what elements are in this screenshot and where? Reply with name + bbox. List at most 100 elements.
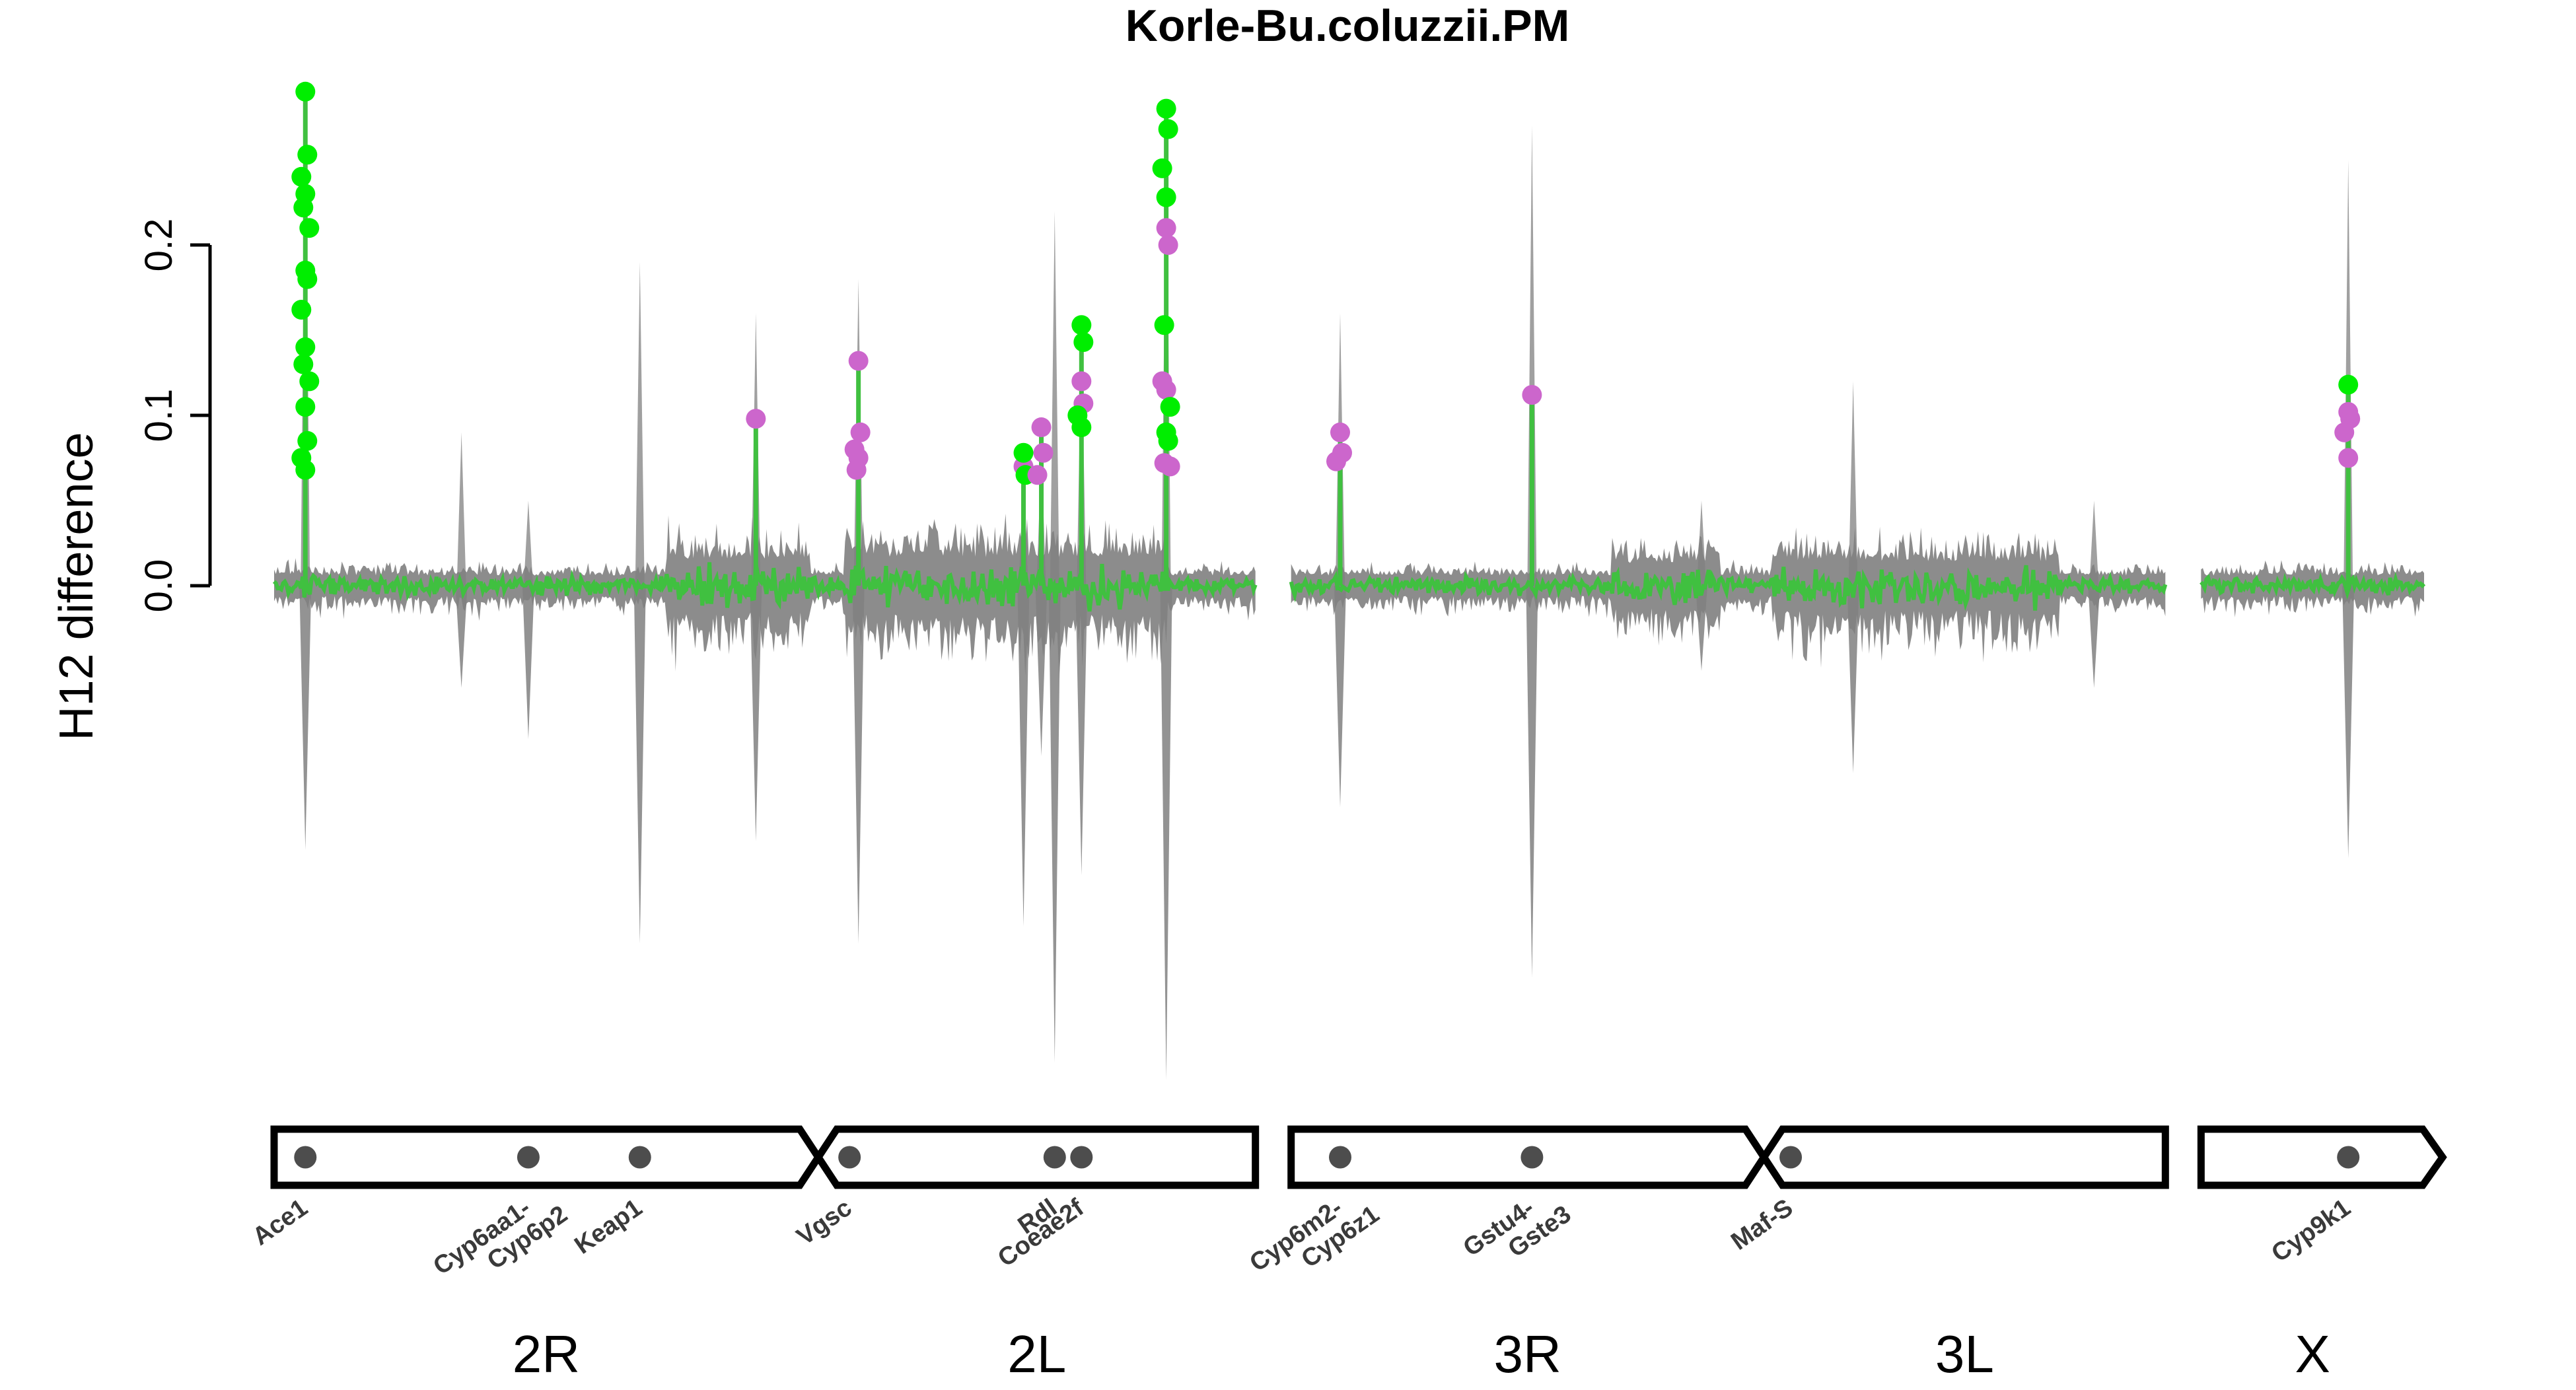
y-tick-label: 0.0 (137, 559, 180, 613)
peak-band-lower (2342, 586, 2355, 858)
peak-point-green (291, 300, 312, 320)
peak-point-magenta (850, 422, 871, 442)
arm-label: 3L (1935, 1325, 1994, 1383)
gene-dot (1328, 1146, 1351, 1169)
peak-point-magenta (1031, 417, 1052, 438)
gene-label-line: Ace1 (248, 1194, 313, 1251)
peak-band-upper (523, 501, 533, 586)
chart-title: Korle-Bu.coluzzii.PM (1126, 1, 1569, 51)
peak-point-green (295, 81, 316, 102)
peak-point-layer (291, 81, 2361, 485)
peak-band-lower (1075, 586, 1088, 876)
peak-band-upper (1050, 211, 1059, 586)
chromosome-2-outline (270, 1125, 1260, 1189)
peak-point-green (299, 371, 320, 392)
gene-label-line: Keap1 (569, 1194, 647, 1260)
chromosome-3-outline (1287, 1125, 2169, 1189)
peak-point-green (1158, 119, 1178, 139)
peak-band-upper (456, 432, 466, 586)
peak-band-upper (1696, 501, 1706, 586)
y-tick-label: 0.1 (137, 389, 180, 442)
arm-label: X (2295, 1325, 2330, 1383)
peak-point-green (1073, 332, 1094, 353)
peak-point-magenta (1027, 465, 1048, 485)
peak-band-lower (2088, 586, 2100, 688)
peak-point-green (297, 269, 318, 289)
peak-point-magenta (1158, 235, 1178, 255)
peak-point-green (293, 197, 314, 218)
gene-label-line: Cyp9k1 (2267, 1194, 2356, 1268)
peak-point-green (1071, 315, 1092, 335)
gene-dot (1521, 1146, 1544, 1169)
gene-label: Keap1 (569, 1194, 647, 1260)
peak-point-magenta (2334, 422, 2355, 442)
gene-dot (1043, 1146, 1066, 1169)
peak-band-lower (852, 586, 865, 944)
gene-dot (2337, 1146, 2360, 1169)
peak-point-magenta (1071, 371, 1092, 392)
peak-point-magenta (1522, 385, 1542, 405)
y-tick-label: 0.2 (137, 219, 180, 272)
peak-point-green (1013, 442, 1034, 463)
gene-dot (628, 1146, 651, 1169)
peak-point-green (1071, 417, 1092, 438)
gene-label-line: Vgsc (792, 1194, 857, 1251)
y-axis: 0.0 0.1 0.2 (137, 219, 212, 613)
peak-point-green (1160, 397, 1180, 417)
peak-band-lower (455, 586, 468, 688)
peak-point-magenta (1156, 218, 1176, 238)
chromosome-x-outline (2197, 1125, 2447, 1189)
peak-band-upper (1848, 381, 1858, 586)
peak-band-lower (1847, 586, 1859, 773)
gene-dot (1779, 1146, 1803, 1169)
h12-line-layer (272, 91, 2426, 612)
peak-point-green (295, 337, 316, 357)
peak-band-lower (1334, 586, 1346, 808)
peak-point-green (295, 460, 316, 480)
peak-point-magenta (1330, 422, 1350, 442)
peak-band-lower (299, 586, 312, 850)
gene-label: Maf-S (1726, 1194, 1798, 1256)
chrom-x-h12-line (2200, 571, 2426, 600)
chrom-2-h12-line (272, 562, 1258, 612)
peak-point-green (297, 431, 318, 451)
gene-label: Cyp6m2-Cyp6z1 (1245, 1179, 1384, 1299)
gene-label: Gstu4-Gste3 (1458, 1179, 1576, 1284)
arm-label: 2L (1007, 1325, 1066, 1383)
gene-dot (838, 1146, 861, 1169)
peak-band-lower (1017, 586, 1030, 926)
peak-point-green (299, 218, 320, 238)
peak-band-lower (1035, 586, 1048, 756)
peak-point-green (1156, 98, 1176, 119)
peak-band-upper (2089, 501, 2099, 586)
peak-point-magenta (746, 409, 766, 429)
peak-point-green (2338, 374, 2359, 395)
peak-band-lower (1160, 586, 1172, 1080)
peak-band-lower (1048, 586, 1061, 1063)
gene-label: Ace1 (248, 1194, 313, 1251)
peak-point-magenta (846, 460, 867, 480)
peak-point-magenta (1033, 442, 1054, 463)
gene-dot (294, 1146, 317, 1169)
chrom-3-h12-line (1289, 565, 2168, 611)
chromosome-arm-labels: 2R 2L 3R 3L X (513, 1325, 2330, 1383)
peak-point-magenta (1156, 380, 1176, 400)
arm-label: 3R (1493, 1325, 1561, 1383)
peak-band-lower (1526, 586, 1538, 978)
peak-point-magenta (2338, 448, 2359, 468)
gene-dot (1070, 1146, 1093, 1169)
peak-band-lower (1695, 586, 1707, 671)
gene-label: Cyp9k1 (2267, 1194, 2356, 1268)
peak-point-green (1152, 158, 1172, 178)
gene-dot (517, 1146, 540, 1169)
gene-label-line: Maf-S (1726, 1194, 1798, 1256)
peak-point-green (291, 166, 312, 187)
gene-label: Vgsc (792, 1194, 857, 1251)
y-axis-label: H12 difference (50, 433, 103, 741)
peak-band-lower (522, 586, 534, 740)
peak-point-green (293, 354, 314, 374)
peak-band-upper (635, 261, 645, 586)
